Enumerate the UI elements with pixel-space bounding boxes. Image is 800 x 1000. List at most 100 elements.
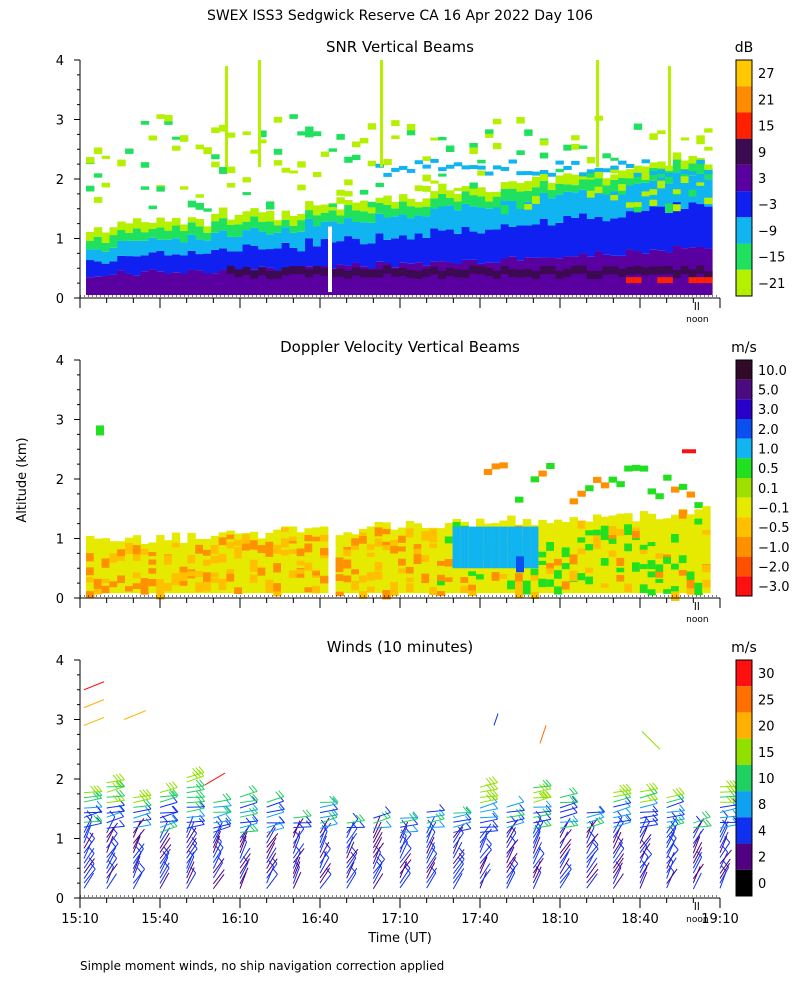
snr-cell bbox=[461, 227, 471, 260]
snr-cell bbox=[453, 269, 463, 278]
snr-cell bbox=[672, 172, 682, 177]
wind-barb bbox=[266, 808, 285, 814]
wind-barb-flag bbox=[619, 784, 626, 792]
wind-barb bbox=[506, 814, 525, 818]
y-tick-label: 0 bbox=[56, 292, 64, 307]
wind-barb bbox=[266, 852, 277, 869]
velocity-cell bbox=[585, 567, 594, 573]
snr-cell bbox=[289, 225, 298, 233]
velocity-cell bbox=[569, 498, 578, 505]
wind-barb bbox=[612, 838, 624, 854]
snr-cell bbox=[492, 204, 502, 230]
snr-cell bbox=[641, 191, 650, 197]
wind-barb bbox=[83, 791, 102, 794]
snr-cell bbox=[657, 130, 666, 135]
snr-cell bbox=[680, 181, 690, 209]
wind-barb bbox=[692, 856, 703, 874]
velocity-cell bbox=[398, 558, 407, 566]
velocity-cell bbox=[632, 464, 641, 471]
wind-barb bbox=[532, 866, 542, 884]
snr-cell bbox=[539, 218, 549, 258]
wind-barb-flag bbox=[668, 865, 675, 872]
wind-barb bbox=[586, 818, 599, 833]
wind-barb bbox=[83, 716, 105, 726]
snr-cell bbox=[359, 137, 369, 144]
wind-barb bbox=[373, 816, 391, 824]
snr-cell bbox=[625, 202, 635, 208]
snr-cell bbox=[453, 263, 463, 296]
wind-barb bbox=[426, 814, 445, 819]
snr-cell bbox=[164, 221, 173, 231]
snr-cell bbox=[618, 170, 627, 178]
wind-barb bbox=[719, 867, 730, 884]
wind-barb bbox=[133, 818, 152, 823]
snr-cell bbox=[422, 237, 431, 266]
snr-cell bbox=[383, 263, 392, 296]
snr-cell bbox=[148, 135, 158, 141]
snr-cell bbox=[610, 165, 619, 170]
snr-cell bbox=[297, 266, 306, 275]
snr-cell bbox=[680, 169, 690, 174]
snr-cell bbox=[516, 191, 525, 205]
wind-barb-flag bbox=[518, 795, 525, 803]
snr-cell bbox=[633, 202, 643, 208]
velocity-cell bbox=[554, 519, 563, 594]
velocity-cell bbox=[249, 559, 259, 567]
velocity-cell bbox=[117, 549, 126, 555]
wind-barb bbox=[159, 796, 178, 803]
velocity-cell bbox=[460, 526, 469, 569]
wind-barb bbox=[559, 824, 578, 829]
snr-streak bbox=[668, 65, 671, 168]
snr-cell bbox=[445, 262, 455, 296]
snr-cell bbox=[508, 181, 517, 189]
velocity-cell bbox=[343, 559, 352, 569]
wind-column bbox=[319, 795, 339, 889]
velocity-cell bbox=[156, 534, 165, 594]
wind-barb-flag bbox=[592, 842, 599, 850]
snr-cell bbox=[633, 183, 643, 209]
wind-barb bbox=[666, 814, 685, 819]
snr-cell bbox=[500, 266, 510, 275]
snr-cell bbox=[641, 210, 650, 254]
velocity-cell bbox=[242, 535, 251, 545]
wind-barb bbox=[719, 804, 738, 809]
snr-cell bbox=[234, 272, 244, 296]
snr-cell bbox=[273, 232, 283, 249]
wind-barb bbox=[186, 775, 204, 783]
wind-barb bbox=[372, 821, 382, 839]
velocity-cell bbox=[483, 468, 493, 475]
velocity-cell bbox=[195, 582, 204, 593]
wind-barb bbox=[426, 862, 436, 879]
snr-cell bbox=[696, 204, 705, 247]
wind-barb bbox=[399, 859, 412, 875]
velocity-cell bbox=[218, 537, 227, 546]
wind-barb bbox=[292, 856, 301, 874]
velocity-cell bbox=[109, 554, 118, 560]
wind-column bbox=[559, 787, 579, 889]
snr-cell bbox=[211, 249, 220, 274]
velocity-cell bbox=[148, 552, 157, 557]
wind-barb-flag bbox=[384, 811, 391, 818]
velocity-cell bbox=[499, 462, 508, 469]
snr-cell bbox=[532, 176, 541, 188]
wind-barb-flag bbox=[492, 810, 499, 818]
velocity-cell bbox=[694, 502, 703, 509]
wind-barb-flag bbox=[93, 785, 100, 793]
velocity-cell bbox=[593, 476, 602, 483]
velocity-cell bbox=[390, 539, 399, 545]
wind-column bbox=[212, 793, 232, 890]
snr-cell bbox=[641, 267, 650, 276]
wind-barb bbox=[346, 861, 355, 879]
velocity-cell bbox=[694, 509, 703, 594]
velocity-cell bbox=[86, 535, 95, 594]
y-tick-label: 4 bbox=[56, 654, 64, 669]
snr-cell bbox=[289, 266, 298, 275]
wind-barb bbox=[159, 820, 178, 823]
wind-barb-flag bbox=[321, 824, 328, 832]
velocity-cell bbox=[265, 532, 274, 594]
wind-barb-flag bbox=[679, 808, 685, 815]
snr-cell bbox=[563, 268, 572, 277]
snr-cell bbox=[641, 173, 650, 180]
wind-barb-flag bbox=[320, 819, 327, 827]
wind-barb bbox=[693, 816, 711, 824]
